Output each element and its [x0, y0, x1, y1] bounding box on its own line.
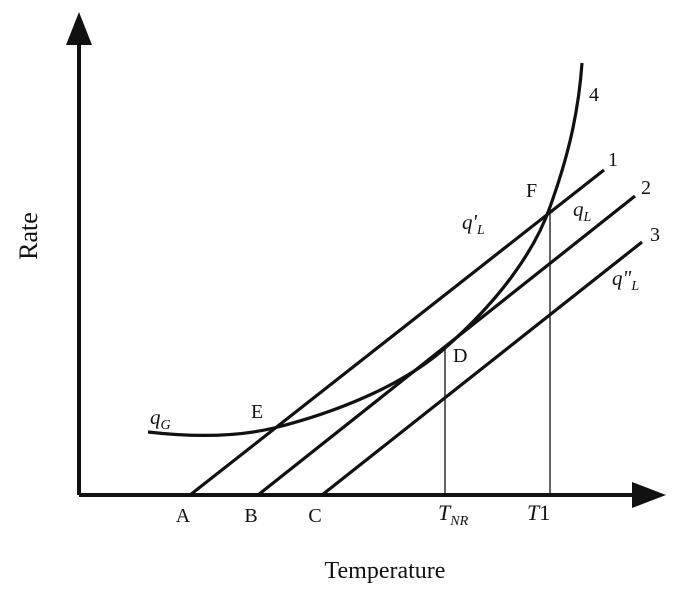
curve-number-1: 1: [608, 149, 618, 171]
x-axis-label: Temperature: [325, 558, 446, 584]
label-q-G: qG: [150, 405, 171, 433]
point-label-d: D: [453, 345, 467, 367]
point-label-b: B: [244, 505, 257, 527]
line-3-q-double-prime-L: [321, 240, 643, 497]
point-label-f: F: [526, 180, 537, 202]
line-1-q-prime-L: [189, 168, 605, 497]
curve-4-q-G: [147, 62, 584, 438]
label-T-NR: TNR: [438, 500, 469, 529]
curve-number-4: 4: [589, 84, 599, 106]
point-label-e: E: [251, 401, 263, 423]
label-q-prime-L: q'L: [462, 210, 485, 238]
label-q-L: qL: [573, 197, 592, 225]
y-axis-label: Rate: [14, 212, 43, 260]
curve-number-2: 2: [641, 177, 651, 199]
y-axis-arrowhead: [66, 12, 92, 45]
vertical-markers: [444, 207, 551, 495]
label-q-double-prime-L: q"L: [612, 266, 639, 294]
label-T1: T1: [527, 500, 550, 525]
point-label-c: C: [308, 505, 321, 527]
point-label-a: A: [176, 505, 191, 527]
axes: [66, 12, 666, 508]
x-axis-arrowhead: [632, 482, 666, 508]
curve-number-3: 3: [650, 224, 660, 246]
